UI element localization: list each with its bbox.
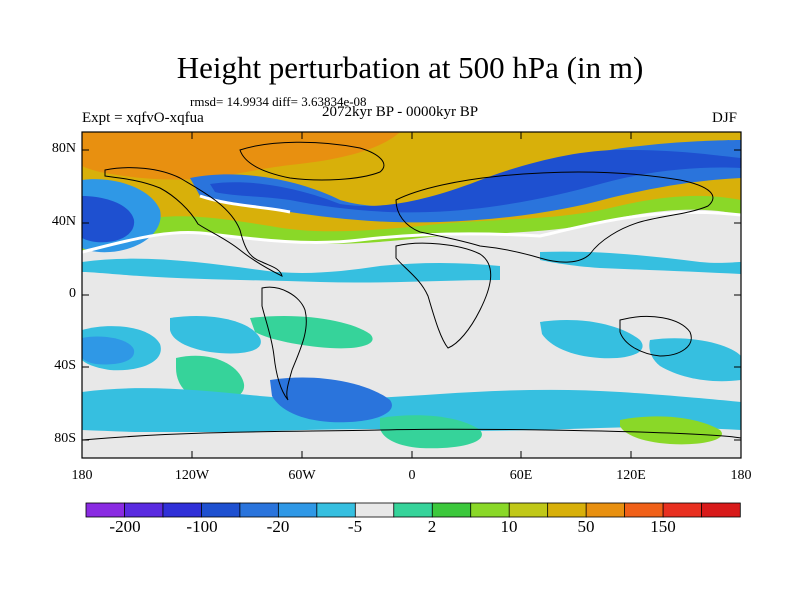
colorbar-swatch bbox=[354, 502, 395, 518]
colorbar-swatch bbox=[277, 502, 318, 518]
colorbar-swatch bbox=[393, 502, 433, 518]
field-tropics-nh bbox=[82, 258, 500, 283]
colorbar-label: -5 bbox=[347, 517, 363, 536]
coast-eurasia bbox=[395, 171, 714, 263]
field-sh-indian bbox=[540, 320, 643, 359]
colorbar-swatch bbox=[316, 502, 356, 518]
lat-label-80n: 80N bbox=[51, 141, 76, 156]
field-pacific-dark bbox=[82, 196, 135, 243]
colorbar-swatch bbox=[201, 502, 241, 518]
coast-south-america bbox=[261, 286, 307, 401]
colorbar-swatch bbox=[239, 502, 280, 518]
field-band-arctic-orange bbox=[82, 132, 400, 180]
field-south-atlantic-blue bbox=[270, 377, 392, 423]
lat-label-40s: 40S bbox=[54, 358, 76, 373]
colorbar-swatch bbox=[624, 502, 664, 518]
colorbar-swatch bbox=[124, 502, 164, 518]
coast-antarctica bbox=[82, 428, 741, 441]
coast-africa bbox=[395, 242, 492, 349]
period-label: 2072kyr BP - 0000kyr BP bbox=[322, 104, 479, 120]
field-antarctic-green bbox=[380, 415, 482, 449]
lon-label-120w: 120W bbox=[174, 468, 210, 483]
colorbar-label: 10 bbox=[500, 517, 518, 536]
colorbar-label: 150 bbox=[650, 517, 676, 536]
field-antarctic-lime bbox=[620, 416, 722, 445]
colorbar-swatch bbox=[431, 502, 472, 518]
colorbar-swatch bbox=[162, 502, 203, 518]
contour-zero-trough bbox=[199, 194, 291, 214]
field-trough-dark bbox=[210, 149, 741, 213]
field-sh-green-1 bbox=[176, 355, 245, 401]
field-sh-patch-1 bbox=[170, 316, 261, 354]
axis-ticks bbox=[81, 132, 742, 458]
lon-label-120e: 120E bbox=[616, 468, 646, 483]
coastlines bbox=[82, 141, 741, 441]
lat-label-0: 0 bbox=[69, 286, 76, 301]
lon-label-60w: 60W bbox=[288, 468, 316, 483]
field-sh-east-pacific-dark bbox=[82, 336, 135, 365]
field-southern-ocean bbox=[82, 388, 741, 433]
lon-label-0: 0 bbox=[408, 468, 416, 483]
lat-label-40n: 40N bbox=[51, 214, 76, 229]
season-label: DJF bbox=[712, 110, 738, 126]
figure-title: Height perturbation at 500 hPa (in m) bbox=[176, 50, 644, 85]
colorbar-swatch bbox=[508, 502, 549, 518]
colorbar-swatch bbox=[470, 502, 510, 518]
colorbar-swatch bbox=[85, 502, 126, 518]
colorbar-label: -20 bbox=[266, 517, 290, 536]
colorbar-swatch bbox=[701, 502, 741, 518]
contour-zero-nh bbox=[82, 210, 741, 254]
lon-label-180w: 180 bbox=[71, 468, 93, 483]
experiment-label: Expt = xqfvO-xqfua bbox=[82, 110, 204, 126]
field-sh-australia bbox=[649, 338, 741, 382]
map-field bbox=[82, 132, 741, 458]
coast-australia bbox=[619, 315, 692, 357]
lat-label-80s: 80S bbox=[54, 431, 76, 446]
field-tropics-asia bbox=[540, 251, 741, 274]
colorbar-label: 2 bbox=[427, 517, 437, 536]
colorbar bbox=[85, 502, 741, 518]
colorbar-swatch bbox=[585, 502, 626, 518]
stats-text: rmsd= 14.9934 diff= 3.63834e-08 bbox=[190, 94, 367, 109]
coast-north-america bbox=[104, 167, 283, 277]
lon-label-60e: 60E bbox=[509, 468, 533, 483]
colorbar-label: 50 bbox=[577, 517, 595, 536]
colorbar-label: -200 bbox=[109, 517, 141, 536]
colorbar-swatch bbox=[547, 502, 587, 518]
colorbar-swatch bbox=[662, 502, 703, 518]
coast-greenland bbox=[239, 141, 385, 181]
lon-label-180e: 180 bbox=[730, 468, 752, 483]
field-sh-green-2 bbox=[250, 315, 373, 349]
colorbar-label: -100 bbox=[186, 517, 218, 536]
